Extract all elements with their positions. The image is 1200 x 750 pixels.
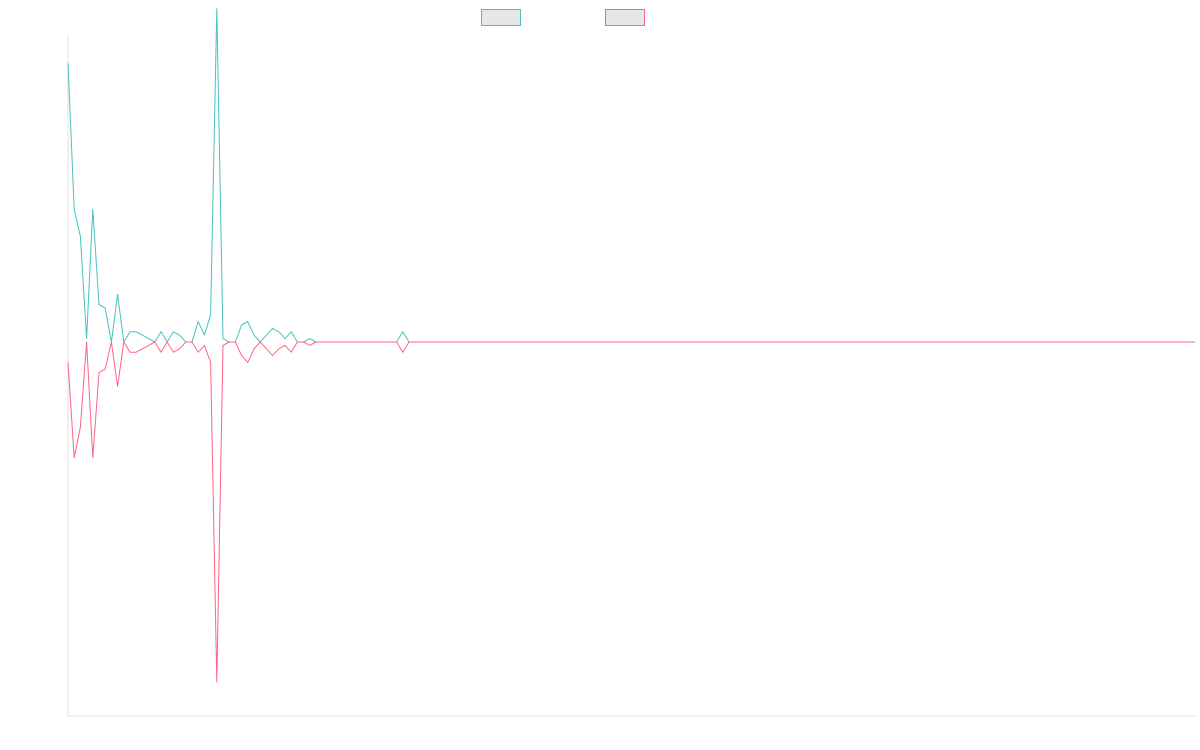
series-line-1 xyxy=(67,8,1195,343)
legend xyxy=(481,9,645,26)
legend-swatch-series-2[interactable] xyxy=(605,9,645,26)
legend-swatch-series-1[interactable] xyxy=(481,9,521,26)
axes xyxy=(67,36,1195,717)
series-layer xyxy=(67,8,1195,683)
series-line-2 xyxy=(67,341,1195,683)
